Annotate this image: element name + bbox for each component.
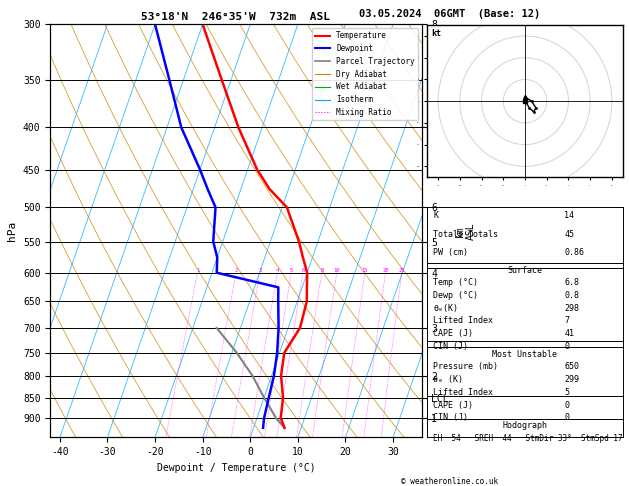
Text: 6.8: 6.8	[564, 278, 579, 287]
Text: PW (cm): PW (cm)	[433, 248, 468, 257]
Text: 2: 2	[235, 268, 238, 273]
Text: Totals Totals: Totals Totals	[433, 230, 498, 239]
Text: 0: 0	[564, 400, 569, 410]
Text: Pressure (mb): Pressure (mb)	[433, 363, 498, 371]
Title: 53°18'N  246°35'W  732m  ASL: 53°18'N 246°35'W 732m ASL	[142, 12, 330, 22]
Text: 15: 15	[362, 268, 368, 273]
Text: 25: 25	[399, 268, 405, 273]
Text: © weatheronline.co.uk: © weatheronline.co.uk	[401, 477, 498, 486]
Text: CIN (J): CIN (J)	[433, 413, 468, 422]
Text: 298: 298	[564, 304, 579, 312]
Text: 8: 8	[320, 268, 323, 273]
Text: 1: 1	[196, 268, 199, 273]
Text: Temp (°C): Temp (°C)	[433, 278, 478, 287]
Text: K: K	[433, 211, 438, 221]
Text: 0.8: 0.8	[564, 291, 579, 300]
Text: Surface: Surface	[508, 266, 542, 275]
Text: Most Unstable: Most Unstable	[493, 350, 557, 359]
Text: CAPE (J): CAPE (J)	[433, 400, 473, 410]
Y-axis label: km
ASL: km ASL	[455, 222, 476, 240]
Text: 10: 10	[333, 268, 340, 273]
Legend: Temperature, Dewpoint, Parcel Trajectory, Dry Adiabat, Wet Adiabat, Isotherm, Mi: Temperature, Dewpoint, Parcel Trajectory…	[312, 28, 418, 120]
Text: 0: 0	[564, 413, 569, 422]
Text: θₑ(K): θₑ(K)	[433, 304, 458, 312]
Text: Lifted Index: Lifted Index	[433, 316, 493, 325]
Text: 0: 0	[564, 342, 569, 351]
Text: 03.05.2024  06GMT  (Base: 12): 03.05.2024 06GMT (Base: 12)	[359, 9, 540, 19]
Text: 20: 20	[382, 268, 389, 273]
Text: CAPE (J): CAPE (J)	[433, 329, 473, 338]
Text: 3: 3	[259, 268, 262, 273]
Text: kt: kt	[431, 29, 442, 38]
Text: 299: 299	[564, 375, 579, 384]
Y-axis label: hPa: hPa	[8, 221, 18, 241]
Text: θₑ (K): θₑ (K)	[433, 375, 463, 384]
Text: 4: 4	[276, 268, 279, 273]
Text: 7: 7	[564, 316, 569, 325]
Text: 5: 5	[290, 268, 293, 273]
Text: 0.86: 0.86	[564, 248, 584, 257]
Text: Dewp (°C): Dewp (°C)	[433, 291, 478, 300]
Text: 45: 45	[564, 230, 574, 239]
Text: Hodograph: Hodograph	[503, 421, 547, 430]
Text: 14: 14	[564, 211, 574, 221]
Text: Lifted Index: Lifted Index	[433, 388, 493, 397]
Text: 6: 6	[301, 268, 304, 273]
Text: CIN (J): CIN (J)	[433, 342, 468, 351]
Text: 650: 650	[564, 363, 579, 371]
Text: 41: 41	[564, 329, 574, 338]
X-axis label: Dewpoint / Temperature (°C): Dewpoint / Temperature (°C)	[157, 463, 315, 473]
Text: 5: 5	[564, 388, 569, 397]
Text: EH  54   SREH  44   StmDir 33°  StmSpd 17: EH 54 SREH 44 StmDir 33° StmSpd 17	[433, 434, 623, 443]
